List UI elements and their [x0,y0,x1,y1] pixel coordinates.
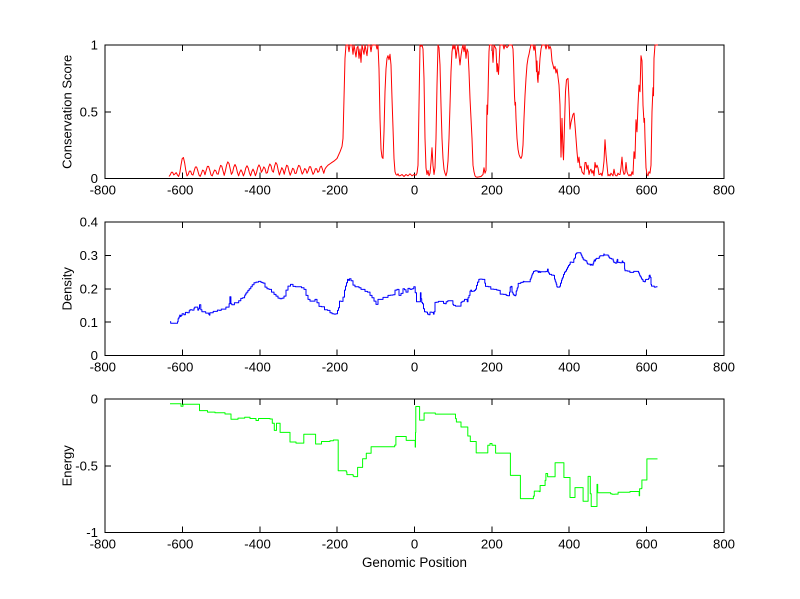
svg-text:-: - [90,183,94,198]
svg-text:400: 400 [558,183,580,198]
svg-text:-0.5: -0.5 [75,458,98,473]
svg-text:0: 0 [91,392,98,407]
svg-text:Density: Density [60,267,75,311]
svg-text:0: 0 [411,183,418,198]
svg-text:200: 200 [326,183,348,198]
svg-text:Conservation Score: Conservation Score [60,55,75,169]
svg-text:600: 600 [636,537,658,552]
svg-text:0.4: 0.4 [80,215,98,230]
svg-text:800: 800 [713,360,735,375]
svg-text:-: - [244,360,248,375]
svg-text:0.1: 0.1 [80,315,98,330]
svg-text:600: 600 [171,183,193,198]
svg-text:400: 400 [249,183,271,198]
svg-text:-: - [322,537,326,552]
svg-text:200: 200 [326,360,348,375]
svg-text:800: 800 [94,537,116,552]
svg-text:800: 800 [94,360,116,375]
svg-text:400: 400 [558,360,580,375]
svg-text:800: 800 [94,183,116,198]
svg-text:Energy: Energy [60,445,75,487]
svg-text:-: - [90,537,94,552]
svg-text:-: - [167,183,171,198]
svg-text:-: - [244,537,248,552]
svg-text:400: 400 [558,537,580,552]
svg-text:200: 200 [481,537,503,552]
svg-text:0: 0 [411,360,418,375]
svg-text:-: - [167,360,171,375]
svg-text:400: 400 [249,537,271,552]
svg-text:800: 800 [713,183,735,198]
svg-text:-1: -1 [86,525,98,540]
svg-text:200: 200 [326,537,348,552]
svg-text:Genomic Position: Genomic Position [362,555,467,570]
svg-text:200: 200 [481,183,503,198]
svg-text:800: 800 [713,537,735,552]
svg-text:0.3: 0.3 [80,248,98,263]
svg-text:-: - [322,360,326,375]
svg-text:-: - [90,360,94,375]
svg-text:200: 200 [481,360,503,375]
svg-text:-: - [244,183,248,198]
svg-text:0: 0 [411,537,418,552]
svg-text:-: - [322,183,326,198]
svg-text:0.2: 0.2 [80,281,98,296]
svg-text:600: 600 [171,537,193,552]
svg-text:600: 600 [636,360,658,375]
svg-text:400: 400 [249,360,271,375]
svg-text:1: 1 [91,38,98,53]
svg-text:600: 600 [171,360,193,375]
svg-text:600: 600 [636,183,658,198]
svg-text:0: 0 [91,348,98,363]
svg-text:-: - [167,537,171,552]
svg-text:0: 0 [91,171,98,186]
svg-text:0.5: 0.5 [80,105,98,120]
